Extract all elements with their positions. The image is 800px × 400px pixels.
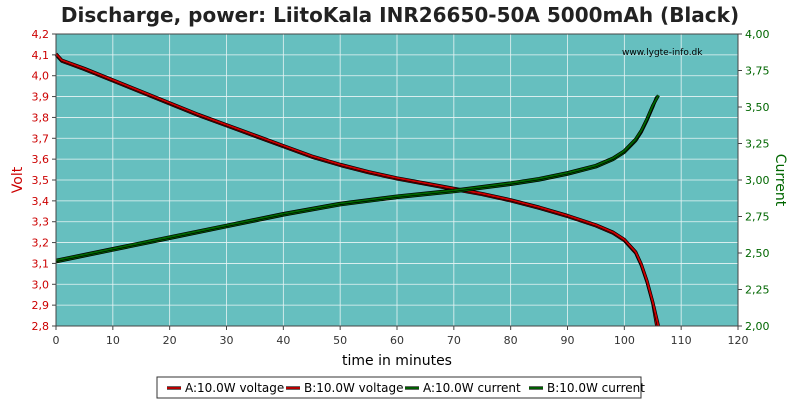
- y-right-tick-label: 2,75: [745, 211, 770, 224]
- y-left-tick-label: 3,5: [32, 174, 50, 187]
- y-left-tick-label: 3,9: [32, 91, 50, 104]
- y-left-tick-label: 4,1: [32, 49, 50, 62]
- chart-title: Discharge, power: LiitoKala INR26650-50A…: [61, 3, 739, 27]
- y-right-tick-label: 2,25: [745, 284, 770, 297]
- x-tick-label: 60: [390, 334, 404, 347]
- y-left-tick-label: 3,8: [32, 111, 50, 124]
- y-axis-right-label: Current: [772, 154, 788, 207]
- series-layer: [54, 52, 660, 327]
- y-left-tick-label: 2,9: [32, 299, 50, 312]
- y-axis-left: 2,8 2,9 3,0 3,1 3,2 3,3 3,4 3,5 3,6 3,7 3,8 3,9 4,0 4…: [32, 28, 56, 333]
- x-tick-label: 80: [504, 334, 518, 347]
- legend-item-2: B:10.0W voltage: [304, 381, 404, 395]
- x-tick-label: 0: [53, 334, 60, 347]
- x-tick-label: 90: [561, 334, 575, 347]
- y-left-tick-label: 4,0: [32, 70, 50, 83]
- y-left-tick-label: 4,2: [32, 28, 50, 41]
- y-right-tick-label: 4,00: [745, 28, 770, 41]
- y-left-tick-label: 3,7: [32, 132, 50, 145]
- legend: A:10.0W voltage B:10.0W voltage A:10.0W cu…: [156, 376, 645, 399]
- x-tick-label: 10: [106, 334, 120, 347]
- series-line-2: [55, 53, 660, 327]
- grid: [56, 34, 738, 326]
- x-tick-label: 120: [728, 334, 749, 347]
- x-tick-label: 20: [163, 334, 177, 347]
- y-right-tick-label: 2,00: [745, 320, 770, 333]
- legend-box: [156, 376, 642, 399]
- x-tick-label: 30: [220, 334, 234, 347]
- y-left-tick-label: 3,0: [32, 278, 50, 291]
- y-axis-left-label: Volt: [10, 166, 26, 193]
- x-tick-label: 50: [333, 334, 347, 347]
- y-left-tick-label: 3,3: [32, 216, 50, 229]
- x-axis: 0 10 20 30 40 50 60 70 80 90 100 110 120: [53, 326, 749, 347]
- y-left-tick-label: 2,8: [32, 320, 50, 333]
- y-right-tick-label: 3,25: [745, 138, 770, 151]
- legend-item-1: A:10.0W voltage: [185, 381, 284, 395]
- y-left-tick-label: 3,1: [32, 257, 50, 270]
- y-right-tick-label: 3,50: [745, 101, 770, 114]
- legend-item-3: A:10.0W current: [423, 381, 521, 395]
- y-axis-right: 2,00 2,25 2,50 2,75 3,00 3,25 3,50 3,75 4,00: [738, 28, 770, 333]
- x-axis-label: time in minutes: [342, 353, 452, 369]
- x-tick-label: 40: [276, 334, 290, 347]
- x-tick-label: 100: [614, 334, 635, 347]
- y-left-tick-label: 3,4: [32, 195, 50, 208]
- x-tick-label: 110: [671, 334, 692, 347]
- watermark: www.lygte-info.dk: [622, 48, 703, 58]
- y-right-tick-label: 3,75: [745, 65, 770, 78]
- x-tick-label: 70: [447, 334, 461, 347]
- legend-item-4: B:10.0W current: [547, 381, 645, 395]
- y-right-tick-label: 2,50: [745, 247, 770, 260]
- y-right-tick-label: 3,00: [745, 174, 770, 187]
- y-left-tick-label: 3,6: [32, 153, 50, 166]
- y-left-tick-label: 3,2: [32, 237, 50, 250]
- series-line-4: [55, 94, 660, 262]
